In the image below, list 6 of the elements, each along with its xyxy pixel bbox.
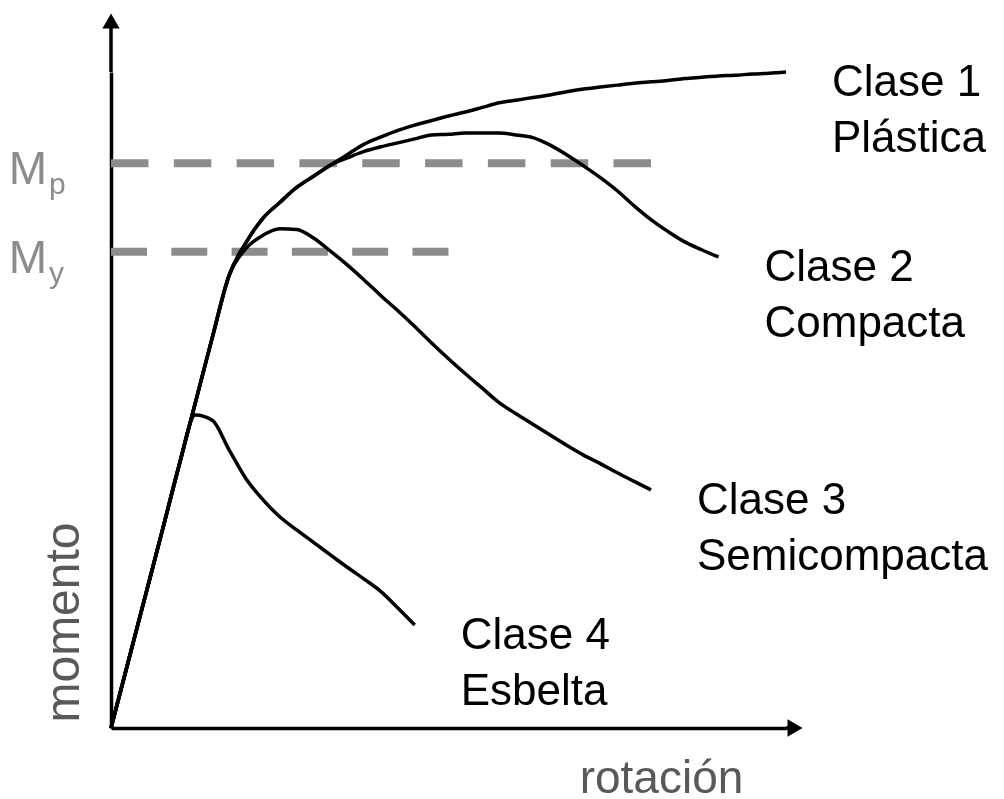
x-axis-title: rotación — [579, 750, 744, 799]
series-label: Clase 1 Plástica — [832, 56, 987, 161]
series-label: Clase 4 Esbelta — [460, 609, 610, 715]
series-label: Clase 2 Compacta — [764, 240, 966, 346]
y-axis-title: momento — [35, 522, 89, 723]
series-label: Clase 3 Semicompacta — [697, 473, 989, 579]
